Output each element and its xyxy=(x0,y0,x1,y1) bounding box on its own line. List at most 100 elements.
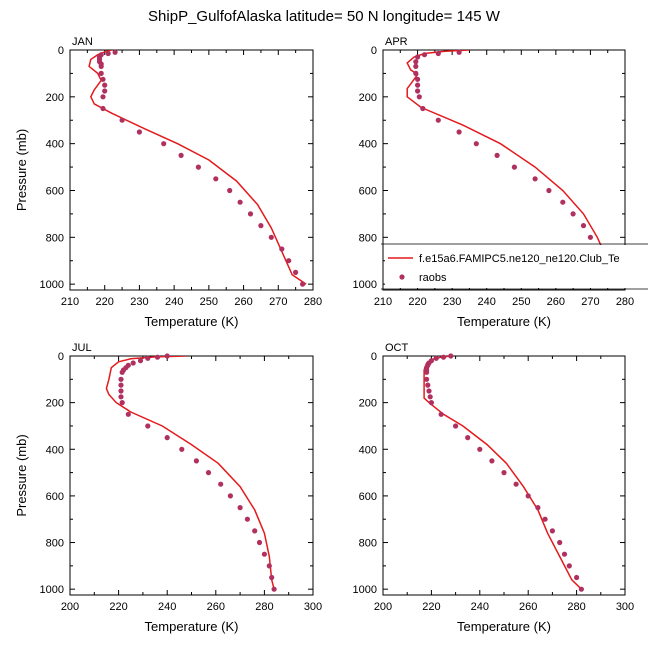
x-tick-label: 270 xyxy=(269,296,287,308)
x-tick-label: 200 xyxy=(374,601,392,613)
raobs-point xyxy=(415,54,421,60)
x-axis-label: Temperature (K) xyxy=(145,619,239,634)
raobs-point xyxy=(561,551,568,557)
y-tick-label: 0 xyxy=(58,45,64,57)
model-profile-line xyxy=(406,50,619,285)
raobs-point xyxy=(105,50,111,57)
raobs-point xyxy=(425,382,431,388)
figure-title: ShipP_GulfofAlaska latitude= 50 N longit… xyxy=(148,8,501,25)
x-tick-label: 230 xyxy=(443,296,461,308)
raobs-point xyxy=(415,82,421,88)
y-tick-label: 200 xyxy=(359,398,377,410)
raobs-point xyxy=(421,52,428,58)
raobs-point xyxy=(119,369,125,375)
raobs-point xyxy=(258,223,264,229)
raobs-point xyxy=(428,400,434,406)
raobs-point xyxy=(213,176,219,182)
raobs-point xyxy=(293,269,299,275)
x-tick-label: 240 xyxy=(165,296,183,308)
raobs-point xyxy=(578,586,585,592)
panel-label: JAN xyxy=(72,36,93,48)
raobs-point xyxy=(300,281,306,287)
raobs-point xyxy=(413,63,419,69)
raobs-point xyxy=(286,258,292,264)
y-tick-label: 600 xyxy=(46,185,64,197)
raobs-point xyxy=(574,574,580,581)
x-tick-label: 270 xyxy=(581,296,599,308)
raobs-point xyxy=(118,388,124,394)
raobs-point xyxy=(511,164,517,170)
y-tick-label: 1000 xyxy=(40,279,64,291)
raobs-point xyxy=(118,394,124,400)
raobs-point xyxy=(237,199,243,205)
raobs-point xyxy=(271,586,277,592)
raobs-point xyxy=(179,446,185,452)
x-tick-label: 220 xyxy=(109,601,127,613)
raobs-point xyxy=(279,246,285,252)
model-profile-line xyxy=(105,356,275,590)
y-tick-label: 400 xyxy=(359,139,377,151)
raobs-point xyxy=(266,563,272,569)
raobs-point xyxy=(489,458,495,464)
raobs-point xyxy=(256,539,263,546)
raobs-point xyxy=(465,435,471,441)
y-tick-label: 600 xyxy=(46,491,64,503)
x-tick-label: 280 xyxy=(304,296,322,308)
x-tick-label: 250 xyxy=(200,296,218,308)
raobs-point xyxy=(269,574,275,581)
raobs-point xyxy=(268,234,274,240)
x-tick-label: 220 xyxy=(96,296,114,308)
x-tick-label: 300 xyxy=(304,601,322,613)
raobs-point xyxy=(473,141,479,147)
raobs-point xyxy=(118,382,124,388)
raobs-point xyxy=(566,563,572,569)
raobs-point xyxy=(433,355,439,361)
raobs-point xyxy=(456,49,462,55)
raobs-point xyxy=(570,211,576,217)
raobs-point xyxy=(542,516,548,522)
raobs-point xyxy=(501,470,507,476)
y-tick-label: 400 xyxy=(46,444,64,456)
x-tick-label: 260 xyxy=(207,601,225,613)
x-tick-label: 280 xyxy=(616,296,634,308)
x-tick-label: 280 xyxy=(255,601,273,613)
raobs-point xyxy=(244,516,250,522)
raobs-point xyxy=(261,551,267,557)
y-axis-label: Pressure (mb) xyxy=(14,129,29,211)
y-tick-label: 0 xyxy=(58,351,64,363)
raobs-point xyxy=(448,353,454,359)
raobs-point xyxy=(193,458,199,464)
y-tick-label: 200 xyxy=(359,92,377,104)
y-tick-label: 1000 xyxy=(40,584,64,596)
raobs-point xyxy=(119,400,125,406)
raobs-point xyxy=(100,94,106,100)
x-tick-label: 240 xyxy=(478,296,496,308)
panel-jan: JAN 210 220 230 240 250 260 270 280 0 200 400 600 800… xyxy=(14,36,322,329)
x-tick-label: 200 xyxy=(61,601,79,613)
raobs-point xyxy=(98,63,104,69)
raobs-point xyxy=(205,470,212,476)
raobs-point xyxy=(413,59,419,65)
raobs-point xyxy=(98,70,104,76)
y-tick-label: 800 xyxy=(359,538,377,550)
raobs-point xyxy=(415,76,421,82)
raobs-point xyxy=(227,493,233,499)
raobs-point xyxy=(154,354,161,360)
raobs-point xyxy=(546,187,552,194)
x-tick-label: 210 xyxy=(374,296,392,308)
y-tick-label: 0 xyxy=(371,351,377,363)
raobs-point xyxy=(161,141,167,147)
panel-label: JUL xyxy=(72,342,92,354)
x-tick-label: 220 xyxy=(408,296,426,308)
panel-label: APR xyxy=(385,36,408,48)
x-axis-label: Temperature (K) xyxy=(457,314,551,329)
x-tick-label: 300 xyxy=(616,601,634,613)
raobs-point xyxy=(580,223,587,229)
raobs-point xyxy=(100,76,106,82)
y-tick-label: 600 xyxy=(359,185,377,197)
x-tick-label: 260 xyxy=(234,296,252,308)
raobs-point xyxy=(137,358,144,364)
raobs-point xyxy=(440,354,447,360)
x-tick-label: 220 xyxy=(422,601,440,613)
x-tick-label: 250 xyxy=(512,296,530,308)
